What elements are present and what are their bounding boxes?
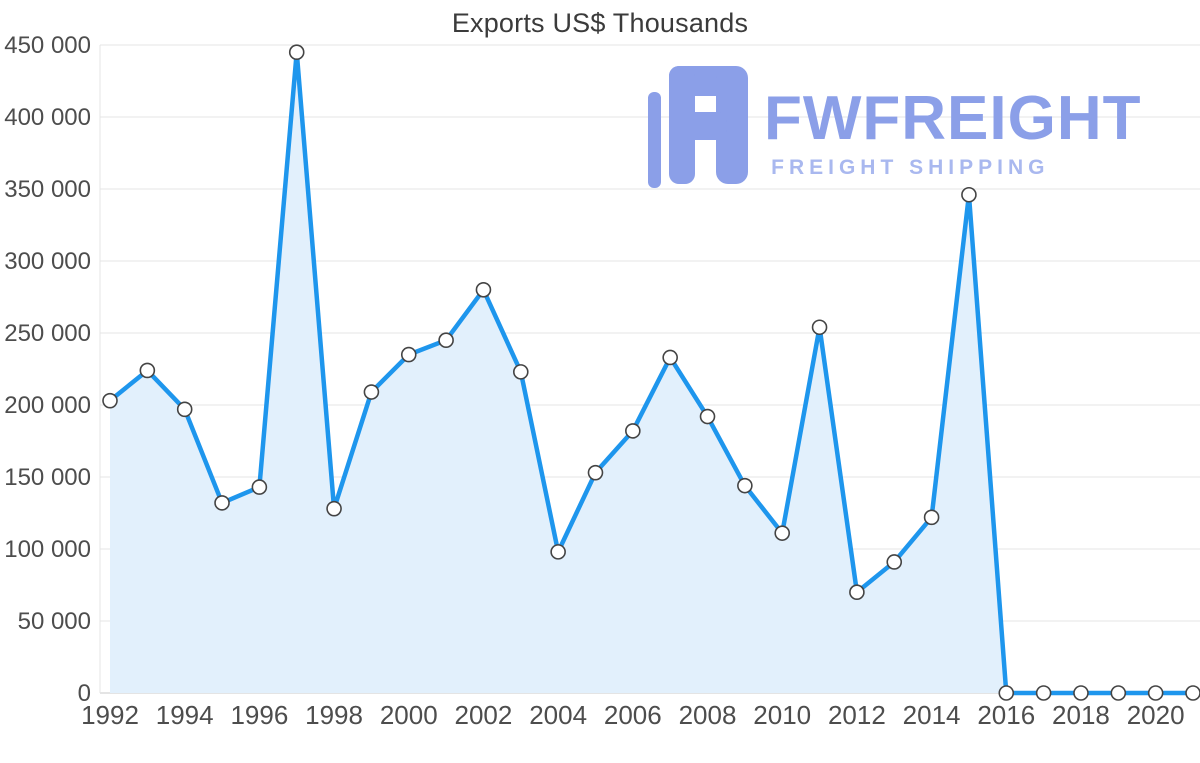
data-point[interactable]	[102, 392, 118, 409]
data-point[interactable]	[662, 349, 678, 366]
data-point[interactable]	[326, 500, 342, 517]
x-tick-label: 2020	[1127, 700, 1185, 730]
x-tick-label: 2014	[903, 700, 961, 730]
data-point[interactable]	[886, 554, 903, 570]
x-tick-label: 2006	[604, 700, 662, 730]
data-point[interactable]	[699, 408, 716, 425]
data-point[interactable]	[811, 319, 828, 336]
x-tick-label: 1996	[230, 700, 288, 730]
y-tick-label: 0	[78, 680, 91, 707]
x-tick-label: 1998	[305, 700, 363, 730]
chart-title: Exports US$ Thousands	[451, 8, 749, 38]
data-point[interactable]	[1147, 685, 1164, 701]
y-tick-label: 100 000	[4, 536, 91, 563]
y-tick-label: 400 000	[4, 104, 91, 131]
y-tick-label: 250 000	[4, 320, 91, 347]
x-tick-label: 1994	[156, 700, 214, 730]
data-point[interactable]	[139, 362, 156, 379]
data-point[interactable]	[512, 364, 529, 380]
x-tick-label: 2002	[455, 700, 513, 730]
data-point[interactable]	[176, 401, 193, 418]
data-point[interactable]	[998, 685, 1015, 701]
x-tick-label: 2010	[753, 700, 811, 730]
data-point[interactable]	[1073, 685, 1089, 701]
data-point[interactable]	[475, 281, 492, 298]
watermark-brand: FWFREIGHT	[764, 84, 1142, 153]
data-point[interactable]	[214, 495, 230, 511]
x-tick-label: 2000	[380, 700, 438, 730]
data-point[interactable]	[849, 584, 865, 601]
watermark: FWFREIGHT FREIGHT SHIPPING	[648, 66, 1142, 190]
data-point[interactable]	[550, 544, 566, 560]
data-point[interactable]	[923, 509, 940, 526]
data-point[interactable]	[774, 525, 791, 541]
data-point[interactable]	[1035, 685, 1052, 701]
y-tick-label: 50 000	[18, 608, 91, 635]
fwfreight-logo-icon	[648, 66, 748, 188]
y-tick-label: 150 000	[4, 464, 91, 491]
x-tick-label: 2008	[679, 700, 737, 730]
data-point[interactable]	[1185, 685, 1200, 701]
x-tick-label: 2004	[529, 700, 587, 730]
y-tick-label: 450 000	[4, 32, 91, 59]
data-point[interactable]	[587, 464, 604, 481]
data-point[interactable]	[363, 384, 380, 400]
x-tick-label: 1992	[81, 700, 139, 730]
watermark-texts: FWFREIGHT FREIGHT SHIPPING	[764, 66, 1142, 180]
watermark-tagline: FREIGHT SHIPPING	[771, 156, 1050, 179]
data-point[interactable]	[251, 479, 268, 495]
x-tick-label: 2016	[977, 700, 1035, 730]
x-tick-label: 2012	[828, 700, 886, 730]
data-point[interactable]	[1110, 685, 1127, 701]
data-point[interactable]	[961, 186, 977, 203]
data-point[interactable]	[737, 477, 753, 494]
data-point[interactable]	[400, 346, 417, 363]
data-point[interactable]	[625, 423, 641, 439]
y-tick-label: 300 000	[4, 248, 91, 275]
y-tick-label: 200 000	[4, 392, 91, 419]
x-tick-label: 2018	[1052, 700, 1110, 730]
series-area	[110, 52, 1193, 693]
data-point[interactable]	[288, 44, 305, 61]
y-tick-label: 350 000	[4, 176, 91, 203]
data-point[interactable]	[438, 332, 454, 349]
